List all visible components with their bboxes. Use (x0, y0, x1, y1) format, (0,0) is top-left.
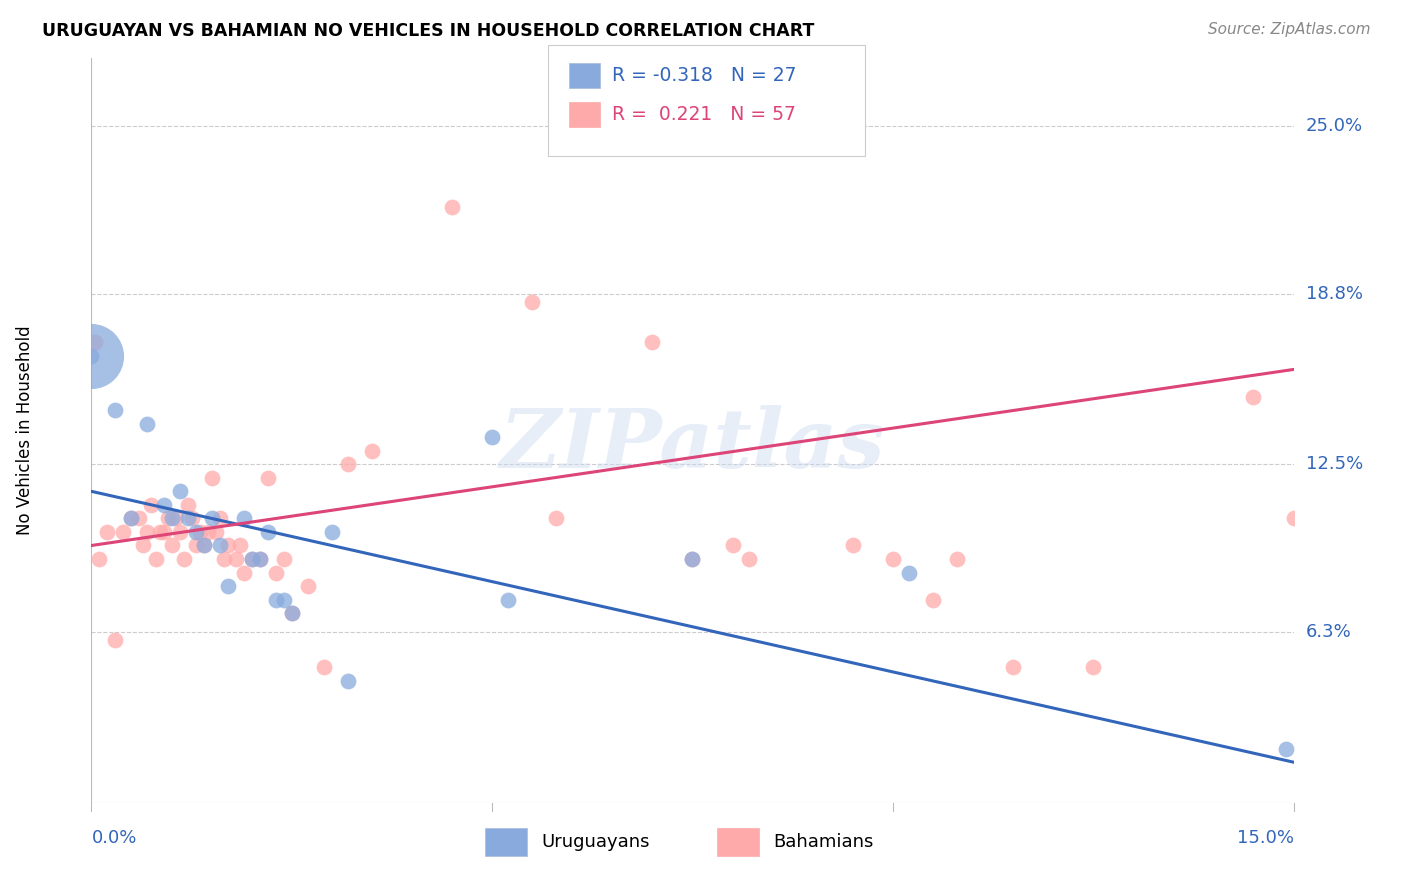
Point (321, 524, 343, 539)
Point (922, 592, 945, 607)
Point (80, 349, 103, 363)
Point (121, 511, 143, 525)
Point (145, 552, 167, 566)
Text: URUGUAYAN VS BAHAMIAN NO VEHICLES IN HOUSEHOLD CORRELATION CHART: URUGUAYAN VS BAHAMIAN NO VEHICLES IN HOU… (42, 22, 814, 40)
Point (169, 524, 191, 539)
Point (721, 539, 744, 553)
Point (481, 430, 503, 444)
Point (249, 552, 271, 566)
Point (217, 579, 239, 593)
Point (160, 539, 183, 553)
Point (188, 524, 211, 539)
Point (193, 539, 215, 553)
Point (281, 606, 304, 620)
Text: 0.0%: 0.0% (91, 829, 136, 847)
Point (336, 457, 359, 471)
Point (225, 552, 247, 566)
Text: 25.0%: 25.0% (1306, 117, 1362, 135)
Point (80, 349, 103, 363)
Point (297, 579, 319, 593)
Text: ZIPatlas: ZIPatlas (499, 405, 886, 485)
Point (681, 552, 703, 566)
Point (232, 511, 254, 525)
Point (184, 539, 207, 553)
Point (641, 335, 664, 350)
Point (197, 524, 219, 539)
Text: 12.5%: 12.5% (1306, 455, 1362, 474)
Point (180, 511, 202, 525)
Point (520, 294, 543, 309)
Point (256, 524, 278, 539)
Point (273, 592, 295, 607)
Point (204, 524, 226, 539)
Text: 6.3%: 6.3% (1306, 624, 1351, 641)
Point (173, 552, 195, 566)
Text: Uruguayans: Uruguayans (541, 833, 650, 851)
Point (104, 403, 127, 417)
Point (184, 524, 207, 539)
Point (208, 511, 231, 525)
Point (89, 552, 111, 566)
Point (201, 511, 224, 525)
Point (1274, 741, 1296, 756)
Point (132, 539, 155, 553)
Point (546, 511, 568, 525)
Point (336, 673, 359, 688)
Point (841, 539, 863, 553)
Point (208, 539, 231, 553)
Point (169, 484, 191, 499)
Text: 15.0%: 15.0% (1236, 829, 1294, 847)
Text: R = -0.318   N = 27: R = -0.318 N = 27 (612, 66, 796, 86)
Point (212, 552, 235, 566)
Point (273, 552, 295, 566)
Point (141, 498, 163, 512)
Point (256, 471, 278, 485)
Point (737, 552, 759, 566)
Point (496, 592, 519, 607)
Point (128, 511, 150, 525)
Point (232, 566, 254, 580)
Point (240, 552, 263, 566)
Point (136, 524, 159, 539)
Text: 18.8%: 18.8% (1306, 285, 1362, 302)
Point (240, 552, 263, 566)
Text: R =  0.221   N = 57: R = 0.221 N = 57 (612, 104, 796, 124)
Point (882, 552, 904, 566)
Point (946, 552, 969, 566)
Text: Source: ZipAtlas.com: Source: ZipAtlas.com (1208, 22, 1371, 37)
Point (681, 552, 703, 566)
Point (249, 552, 271, 566)
Point (148, 524, 170, 539)
Point (152, 524, 174, 539)
Point (152, 498, 174, 512)
Point (176, 498, 198, 512)
Point (1001, 660, 1024, 674)
Text: No Vehicles in Household: No Vehicles in Household (15, 326, 34, 535)
Point (217, 539, 239, 553)
Point (897, 566, 920, 580)
Point (84, 335, 107, 350)
Point (121, 511, 143, 525)
Point (193, 539, 215, 553)
Point (112, 524, 135, 539)
Point (176, 511, 198, 525)
Text: Bahamians: Bahamians (773, 833, 873, 851)
Point (360, 443, 382, 458)
Point (281, 606, 304, 620)
Point (136, 417, 159, 431)
Point (104, 633, 127, 648)
Point (441, 200, 464, 214)
Point (1243, 390, 1265, 404)
Point (264, 566, 287, 580)
Point (96, 524, 118, 539)
Point (165, 511, 187, 525)
Point (156, 511, 179, 525)
Point (160, 511, 183, 525)
Point (1083, 660, 1105, 674)
Point (312, 660, 335, 674)
Point (264, 592, 287, 607)
Point (228, 539, 250, 553)
Point (201, 471, 224, 485)
Point (1282, 511, 1305, 525)
